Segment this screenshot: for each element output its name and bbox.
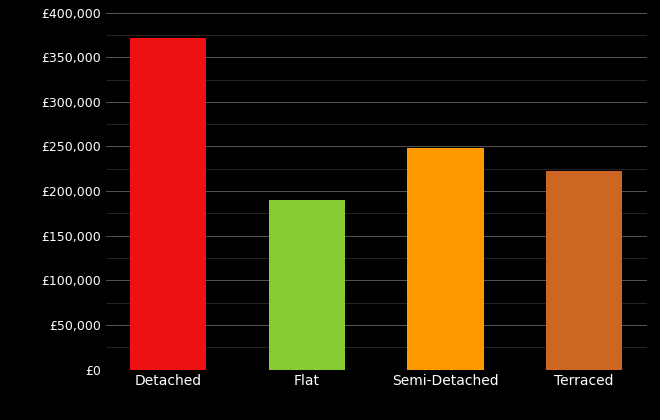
- Bar: [130, 37, 207, 370]
- Bar: [407, 148, 484, 370]
- Bar: [546, 171, 622, 370]
- Bar: [269, 200, 345, 370]
